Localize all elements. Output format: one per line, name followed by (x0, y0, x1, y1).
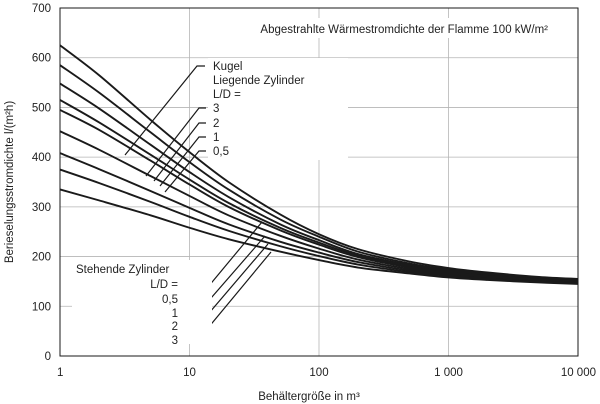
leader-liegende-3 (145, 107, 206, 177)
leader-kugel (124, 65, 205, 156)
y-tick-label: 700 (32, 3, 51, 15)
leader-liegende-2 (153, 122, 206, 182)
annotation-stehende-heading: Stehende Zylinder (76, 264, 170, 276)
x-tick-label: 100 (309, 367, 328, 379)
annotation-stehende-label: 0,5 (162, 294, 178, 306)
leader-liegende-1 (159, 136, 206, 187)
series-line-5 (59, 109, 579, 283)
series-line-8 (59, 168, 579, 285)
leader-liegende-0-5 (164, 150, 206, 193)
annotation-liegende-zylinder: Kugel Liegende Zylinder L/D = 3 2 1 0,5 (208, 58, 348, 160)
annotation-stehende-label: 3 (172, 335, 178, 347)
annotation-liegende-ld: L/D = (213, 89, 241, 101)
y-tick-label: 500 (32, 102, 51, 114)
annotation-liegende-label: 2 (213, 118, 219, 130)
annotation-stehende-background (72, 260, 212, 344)
x-tick-label: 1 (57, 367, 63, 379)
annotation-stehende-label: 1 (172, 308, 178, 320)
series-line-1 (59, 44, 579, 280)
annotation-stehende-zylinder: Stehende Zylinder L/D = 0,5 12 3 (72, 260, 212, 347)
series-line-3 (59, 82, 579, 282)
y-tick-label: 100 (32, 301, 51, 313)
annotation-liegende-labels: 3 2 1 0,5 (213, 103, 229, 158)
annotation-liegende-background (208, 58, 348, 160)
title-background (214, 18, 554, 38)
chart-title: Abgestrahlte Wärmestromdichte der Flamme… (260, 24, 548, 36)
y-axis-label: Berieselungsstromdichte l/(m²h) (4, 101, 16, 264)
y-tick-label: 400 (32, 152, 51, 164)
annotation-liegende-label: 1 (213, 132, 219, 144)
annotation-stehende-ld: L/D = (150, 279, 178, 291)
x-tick-label: 10 (183, 367, 196, 379)
tick-labels: 0 100 200 300 400 500 600 700 1 10 100 1 000 10 000 (32, 3, 596, 379)
y-tick-label: 0 (45, 351, 51, 363)
series-line-6 (59, 130, 579, 284)
series-lines (59, 44, 579, 285)
y-tick-label: 300 (32, 202, 51, 214)
series-line-2 (59, 64, 579, 281)
annotation-liegende-label: 0,5 (213, 146, 229, 158)
annotation-stehende-label: 2 (172, 321, 178, 333)
series-line-9 (59, 188, 579, 285)
x-tick-label: 10 000 (561, 367, 596, 379)
x-tick-label: 1 000 (434, 367, 463, 379)
annotation-kugel: Kugel (213, 61, 242, 73)
y-tick-label: 600 (32, 53, 51, 65)
annotation-liegende-heading: Liegende Zylinder (213, 75, 305, 87)
annotation-liegende-label: 3 (213, 103, 219, 115)
annotation-stehende-labels: 0,5 12 3 (162, 294, 178, 347)
y-tick-label: 200 (32, 252, 51, 264)
x-axis-label: Behältergröße in m³ (258, 391, 360, 403)
plot-frame (59, 7, 579, 357)
